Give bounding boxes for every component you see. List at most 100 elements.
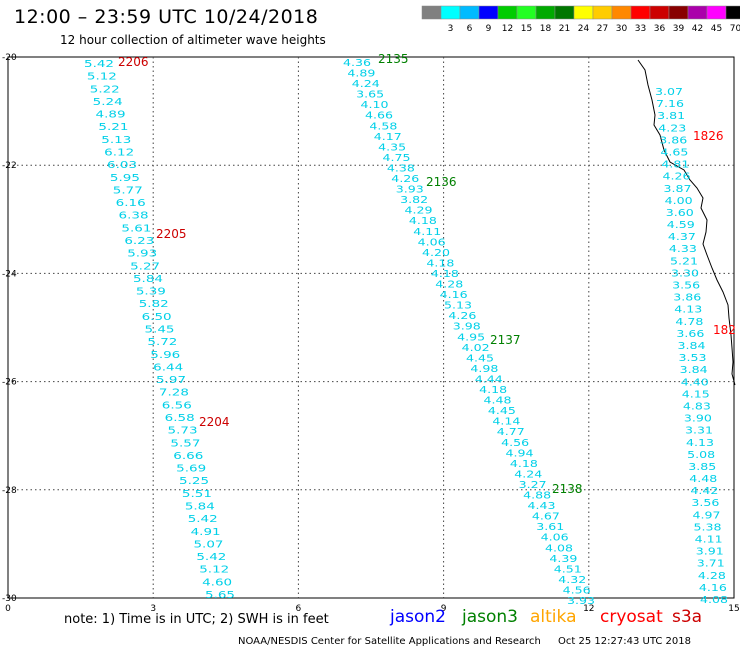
swh-value: 5.97	[156, 375, 186, 386]
swh-value: 4.88	[523, 491, 551, 502]
swh-value: 5.96	[150, 350, 180, 361]
swh-value: 5.57	[170, 438, 200, 449]
pass-number-label: 2136	[426, 175, 457, 189]
swh-value: 4.33	[669, 244, 697, 255]
swh-value: 6.38	[119, 211, 149, 222]
swh-value: 4.75	[383, 153, 411, 164]
swh-value: 4.45	[466, 353, 494, 364]
swh-value: 7.16	[656, 99, 684, 110]
swh-value: 4.94	[506, 448, 534, 459]
swh-value: 5.13	[101, 135, 131, 146]
legend-label: 18	[540, 24, 552, 34]
swh-value: 3.60	[666, 208, 694, 219]
swh-value: 4.06	[541, 533, 569, 544]
swh-value: 5.39	[136, 287, 166, 298]
swh-value: 4.48	[484, 396, 512, 407]
swh-value: 4.98	[470, 364, 498, 375]
legend-label: 9	[486, 24, 492, 34]
swh-value: 4.37	[668, 232, 696, 243]
swh-value: 4.24	[514, 469, 542, 480]
legend-cryosat: cryosat	[600, 607, 663, 627]
swh-value: 3.81	[657, 111, 685, 122]
swh-value: 5.38	[694, 522, 722, 533]
swh-value: 3.07	[655, 87, 683, 98]
swh-value: 5.65	[205, 590, 235, 601]
swh-value: 5.25	[179, 476, 209, 487]
pass-number-label: 2138	[552, 482, 583, 496]
y-tick-label: -26	[2, 378, 17, 388]
swh-value: 4.29	[404, 206, 432, 217]
swh-value: 3.98	[453, 322, 481, 333]
swh-value: 5.93	[127, 249, 157, 260]
swh-value: 3.27	[519, 480, 547, 491]
swh-value: 4.10	[361, 100, 389, 111]
swh-value: 3.90	[684, 414, 712, 425]
swh-value: 4.26	[391, 174, 419, 185]
swh-value: 5.22	[90, 84, 120, 95]
swh-value: 5.24	[93, 97, 123, 108]
swh-value: 3.84	[678, 341, 706, 352]
swh-value: 4.32	[558, 575, 586, 586]
legend-jason2: jason2	[390, 607, 446, 627]
pass-number-label: 2135	[378, 52, 409, 66]
swh-value: 4.11	[695, 535, 723, 546]
legend-label: 30	[616, 24, 628, 34]
coastline	[637, 59, 736, 386]
legend-label: 42	[692, 24, 703, 34]
legend-label: 15	[521, 24, 532, 34]
swh-value: 4.48	[689, 474, 717, 485]
swh-value: 3.82	[400, 195, 428, 206]
legend-label: 39	[673, 24, 685, 34]
swh-value: 4.20	[422, 248, 450, 259]
pass-number-label: 182	[713, 323, 736, 337]
swh-value: 4.23	[658, 123, 686, 134]
y-tick-label: -30	[2, 594, 17, 604]
swh-value: 3.86	[673, 293, 701, 304]
swh-value: 3.65	[356, 90, 384, 101]
x-tick-label: 0	[5, 604, 11, 614]
swh-value: 4.36	[343, 58, 371, 69]
swh-value: 3.66	[676, 329, 704, 340]
swh-value: 5.42	[188, 514, 218, 525]
swh-value: 5.13	[444, 301, 472, 312]
y-tick-label: -24	[2, 269, 17, 279]
legend-altika: altika	[530, 607, 577, 627]
swh-value: 4.26	[663, 172, 691, 183]
swh-value: 4.78	[675, 317, 703, 328]
swh-value: 5.73	[168, 426, 198, 437]
swh-value: 4.18	[426, 258, 454, 269]
legend-label: 33	[635, 24, 646, 34]
swh-value: 3.87	[664, 184, 692, 195]
swh-value: 5.27	[130, 261, 160, 272]
swh-value: 3.93	[567, 596, 595, 607]
swh-value: 4.11	[413, 227, 441, 238]
swh-value: 4.95	[457, 332, 485, 343]
swh-value: 4.00	[665, 196, 693, 207]
legend-swatch	[725, 5, 740, 20]
swh-value: 4.15	[682, 389, 710, 400]
swh-value: 4.51	[554, 564, 582, 575]
footer-timestamp: Oct 25 12:27:43 UTC 2018	[558, 636, 691, 647]
swh-value: 4.18	[510, 459, 538, 470]
swh-value: 5.08	[687, 450, 715, 461]
swh-value: 4.65	[660, 147, 688, 158]
swh-value: 4.39	[549, 554, 577, 565]
swh-value: 5.42	[196, 552, 226, 563]
swh-value: 4.77	[497, 427, 525, 438]
legend-label: 6	[467, 24, 473, 34]
swh-value: 6.44	[153, 362, 183, 373]
swh-value: 3.56	[672, 281, 700, 292]
swh-value: 5.77	[113, 185, 143, 196]
y-tick-label: -22	[2, 161, 17, 171]
swh-value: 4.42	[690, 486, 718, 497]
legend-label: 24	[578, 24, 590, 34]
swh-value: 6.56	[162, 400, 192, 411]
swh-value: 4.40	[681, 377, 709, 388]
swh-value: 4.97	[693, 510, 721, 521]
swh-value: 5.21	[98, 122, 128, 133]
swh-value: 4.43	[527, 501, 555, 512]
swh-value: 5.95	[110, 173, 140, 184]
swh-value: 3.61	[536, 522, 564, 533]
